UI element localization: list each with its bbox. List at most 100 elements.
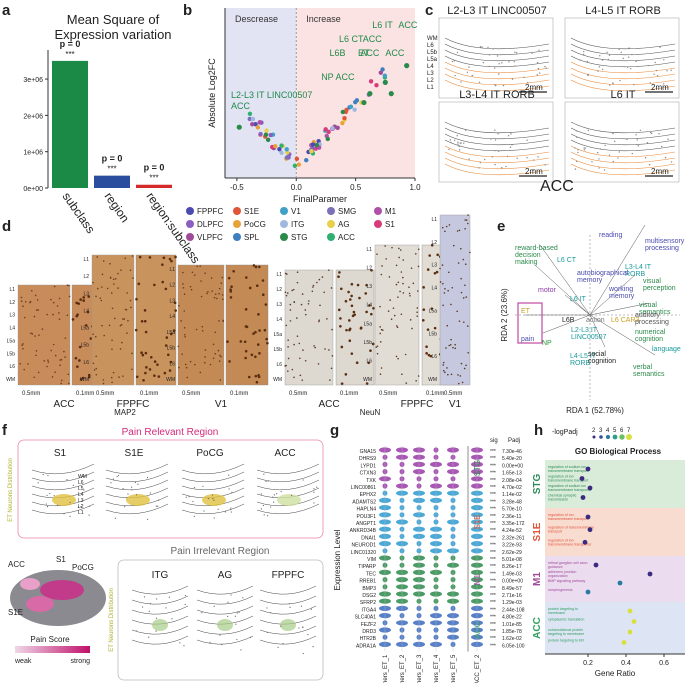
- arrow: [589, 314, 656, 356]
- layer-contour: [570, 151, 676, 164]
- cell: [178, 304, 180, 307]
- cell: [221, 294, 224, 296]
- layer-contour: [181, 503, 245, 515]
- neuron: [144, 351, 148, 355]
- cell: [54, 354, 57, 357]
- padj-value: 1.85e-78: [502, 629, 522, 635]
- go-term: adherens junction: [548, 570, 576, 574]
- layer-contour: [131, 585, 189, 595]
- cell: [127, 319, 129, 322]
- cell-dot: [302, 479, 304, 481]
- term-label: NP: [542, 340, 552, 347]
- legend-swatch: [374, 220, 382, 228]
- neuron: [365, 310, 368, 314]
- cell-dot: [312, 646, 314, 648]
- cell-dot: [230, 507, 232, 509]
- cell: [220, 355, 222, 358]
- cell: [460, 362, 463, 365]
- cell-dot: [584, 147, 587, 149]
- sig-stars: ***: [490, 564, 496, 570]
- cell-dot: [453, 60, 455, 62]
- cell: [381, 329, 384, 331]
- cell: [100, 299, 103, 302]
- cell-dot: [131, 489, 133, 491]
- cell: [189, 360, 192, 363]
- panel-label-e: e: [497, 218, 506, 235]
- gene-label: BMP3: [362, 586, 376, 592]
- cell: [22, 347, 24, 350]
- cell: [379, 305, 381, 308]
- bar-p-value: p = 0: [102, 154, 123, 164]
- neuron: [426, 328, 430, 331]
- cell: [445, 347, 447, 349]
- sig-stars: ***: [490, 543, 496, 549]
- layer-contour: [444, 127, 550, 140]
- group-label: ACC: [473, 621, 482, 638]
- gene-label: ANGPT1: [356, 521, 376, 527]
- cell-dot: [49, 492, 51, 495]
- cell: [395, 355, 398, 358]
- x-tick-label: 1.0: [409, 183, 421, 192]
- cell-dot: [236, 638, 238, 641]
- panel-label-d: d: [2, 218, 12, 235]
- cell-dot: [302, 652, 304, 655]
- neuron: [348, 328, 351, 332]
- layer-label: WM: [428, 377, 437, 383]
- cell-dot: [148, 636, 150, 638]
- layer-label: L5b: [167, 346, 176, 352]
- cell: [124, 257, 127, 259]
- cell: [126, 332, 128, 334]
- cell-dot: [209, 641, 211, 643]
- data-point: [340, 109, 346, 115]
- irrelevant-title: Pain Irrelevant Region: [171, 546, 270, 557]
- cell: [402, 282, 404, 285]
- term-label: pain: [521, 336, 534, 343]
- layer-contour: [256, 463, 320, 475]
- cell-dot: [662, 83, 665, 85]
- cell-dot: [505, 165, 507, 168]
- term-label: cognition: [635, 336, 663, 343]
- cell-dot: [148, 610, 150, 612]
- layer-contour: [256, 503, 320, 515]
- sig-stars: ***: [490, 514, 496, 520]
- cell: [286, 292, 289, 294]
- cell-dot: [242, 597, 244, 599]
- cell-dot: [228, 474, 230, 476]
- gene-label: CTXN3: [360, 471, 377, 477]
- cell: [417, 375, 420, 377]
- y-tick-label: 1e+06: [23, 150, 43, 157]
- scale-strong: strong: [71, 658, 91, 665]
- region-label: FPPFC: [117, 399, 150, 410]
- data-point: [264, 128, 269, 133]
- neuron: [78, 359, 81, 362]
- neuron: [86, 310, 90, 314]
- cell: [183, 293, 186, 295]
- neuron: [141, 353, 145, 357]
- cell: [307, 302, 310, 305]
- cell-dot: [213, 605, 215, 607]
- layer-contour: [259, 605, 317, 615]
- cell: [379, 341, 382, 343]
- term-label: L2-L3 IT: [571, 327, 598, 334]
- cell-dot: [42, 473, 44, 476]
- cell-dot: [583, 50, 585, 53]
- neuron: [422, 286, 425, 289]
- legend-label: M1: [385, 207, 397, 216]
- cell-dot: [481, 46, 483, 48]
- cell: [400, 271, 403, 273]
- cell: [414, 253, 417, 255]
- cell: [462, 258, 465, 261]
- cell: [212, 343, 215, 346]
- layer-contour: [444, 79, 550, 92]
- cell-dot: [122, 487, 124, 490]
- cell: [52, 313, 54, 316]
- cell-dot: [667, 138, 669, 140]
- cell-dot: [599, 148, 602, 150]
- cell-dot: [229, 508, 232, 511]
- neuron: [140, 351, 143, 355]
- cell-dot: [579, 59, 581, 61]
- cell-dot: [37, 482, 39, 484]
- y-axis-label: Expression Level: [333, 529, 342, 590]
- map-title: L3-L4 IT RORB: [459, 89, 535, 101]
- cell: [199, 371, 202, 374]
